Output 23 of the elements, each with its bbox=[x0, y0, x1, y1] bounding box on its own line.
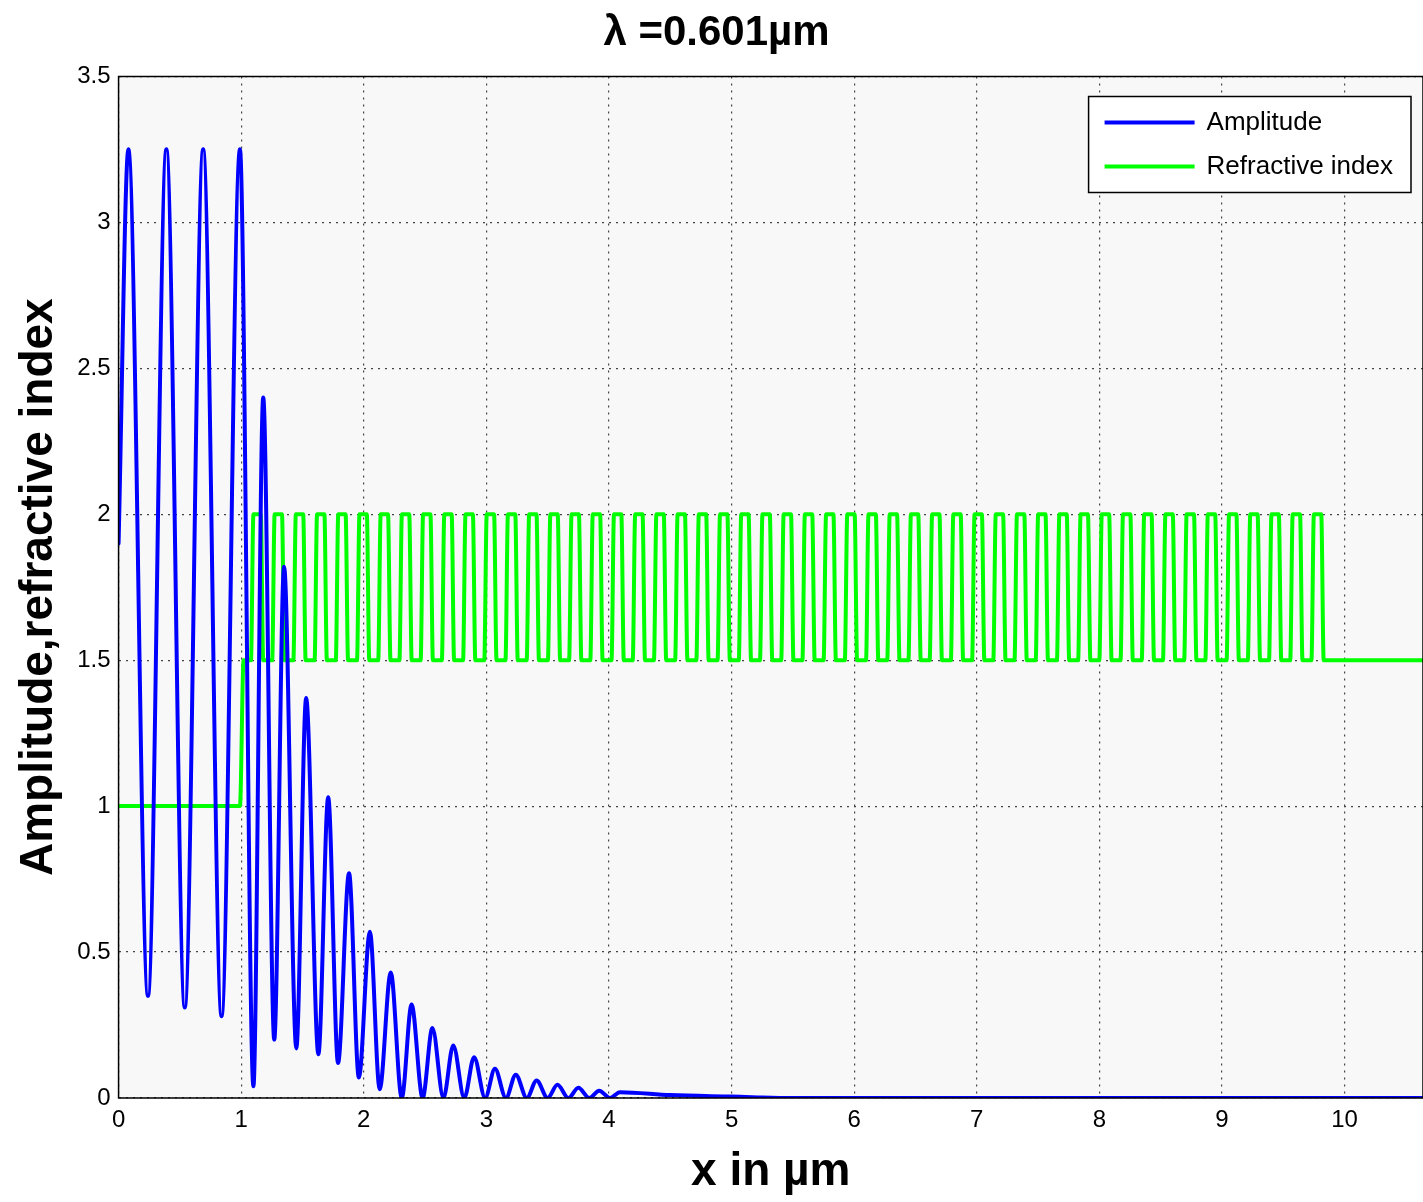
y-tick-label: 1 bbox=[97, 790, 111, 818]
y-axis-title: Amplitude,refractive index bbox=[10, 297, 63, 877]
x-tick-label: 8 bbox=[1092, 1105, 1107, 1133]
y-tick-label: 1.5 bbox=[77, 644, 111, 672]
x-tick-label: 5 bbox=[724, 1105, 739, 1133]
x-tick-label: 2 bbox=[357, 1105, 371, 1133]
x-tick-label: 4 bbox=[602, 1105, 616, 1133]
x-tick-label: 3 bbox=[479, 1105, 494, 1133]
x-tick-label: 9 bbox=[1215, 1105, 1229, 1133]
chart-title: λ =0.601µm bbox=[603, 6, 830, 54]
x-tick-label: 7 bbox=[970, 1105, 984, 1133]
x-axis-title: x in µm bbox=[691, 1143, 851, 1196]
y-tick-label: 2 bbox=[97, 498, 111, 526]
y-tick-label: 2.5 bbox=[77, 352, 111, 380]
y-tick-label: 0 bbox=[97, 1082, 111, 1110]
x-tick-label: 10 bbox=[1331, 1105, 1358, 1133]
legend-label: Refractive index bbox=[1206, 149, 1393, 180]
legend-label: Amplitude bbox=[1206, 105, 1323, 136]
x-tick-label: 1 bbox=[234, 1105, 248, 1133]
y-tick-label: 0.5 bbox=[77, 936, 111, 964]
y-tick-label: 3 bbox=[97, 206, 111, 234]
x-tick-label: 6 bbox=[847, 1105, 861, 1133]
y-tick-label: 3.5 bbox=[77, 61, 111, 89]
